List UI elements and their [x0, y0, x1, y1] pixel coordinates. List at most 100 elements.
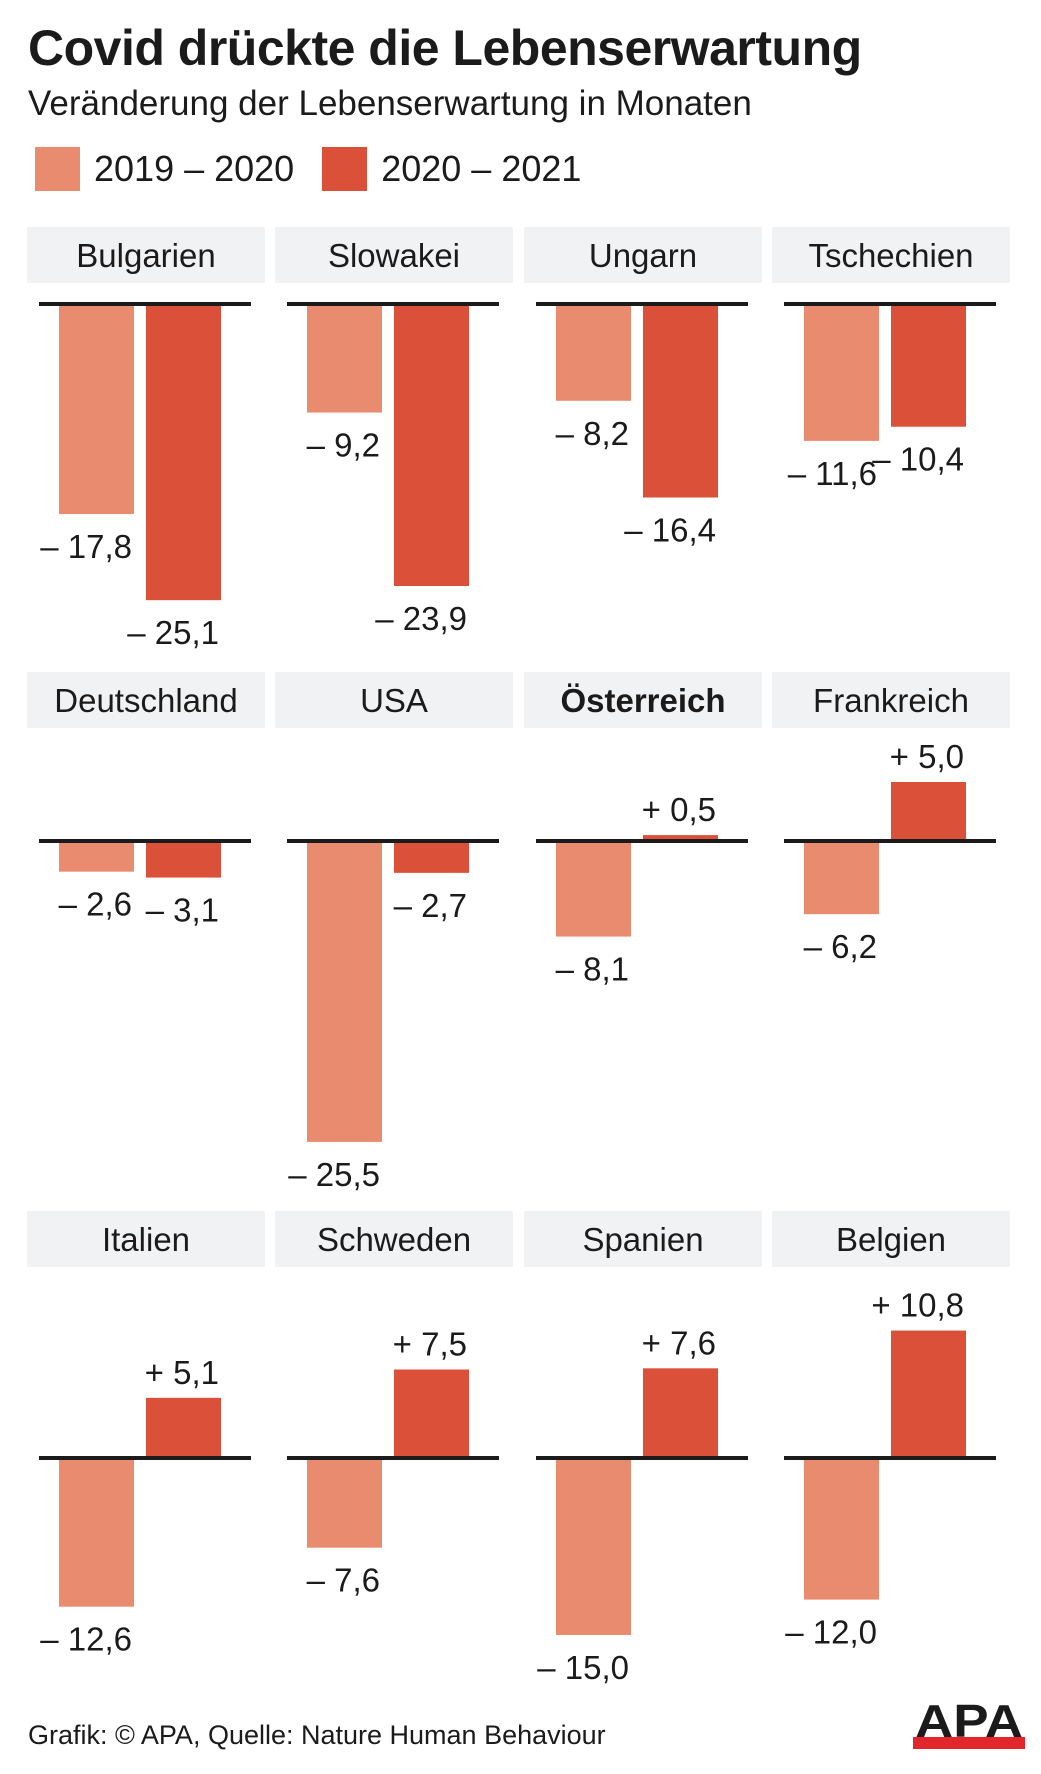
panel-header-bg: [27, 227, 265, 283]
value-label: + 5,1: [145, 1354, 219, 1391]
panel-title: Schweden: [317, 1221, 471, 1258]
panel-tschechien: Tschechien – 11,6– 10,4: [772, 227, 1010, 492]
panel-belgien: Belgien – 12,0 + 10,8: [772, 1211, 1010, 1651]
panel-title: Spanien: [582, 1221, 703, 1258]
panel-header-bg: [275, 227, 513, 283]
bar-2019-2020: [307, 841, 382, 1142]
value-label: – 12,0: [785, 1614, 877, 1651]
bar-2019-2020: [804, 304, 879, 441]
panel-spanien: Spanien – 15,0 + 7,6: [524, 1211, 762, 1686]
panel-header-bg: [524, 227, 762, 283]
bar-2019-2020: [307, 304, 382, 413]
panel-header-bg: [275, 672, 513, 728]
value-label: – 23,9: [375, 600, 467, 637]
legend-label-2019-2020: 2019 – 2020: [94, 148, 295, 189]
bar-2019-2020: [59, 304, 134, 515]
panel-title: USA: [360, 682, 428, 719]
panel-title: Slowakei: [328, 237, 460, 274]
bar-2019-2020: [59, 1458, 134, 1607]
bar-2020-2021: [394, 841, 469, 873]
panel-bulgarien: Bulgarien – 17,8 – 25,1: [27, 227, 265, 651]
panel-header-bg: [772, 1211, 1010, 1267]
panel-header-bg: [27, 672, 265, 728]
panel-frankreich: Frankreich – 6,2 + 5,0: [772, 672, 1010, 965]
bar-2019-2020: [556, 304, 631, 401]
panel-slowakei: Slowakei – 9,2 – 23,9: [275, 227, 513, 637]
zero-axis-line: [784, 1456, 996, 1460]
zero-axis-line: [39, 302, 251, 306]
value-label: + 7,5: [393, 1326, 467, 1363]
bar-2019-2020: [556, 841, 631, 937]
value-label: – 12,6: [40, 1621, 132, 1658]
bar-2019-2020: [804, 841, 879, 915]
value-label: – 25,5: [288, 1156, 380, 1193]
zero-axis-line: [536, 1456, 748, 1460]
value-label: – 25,1: [127, 614, 219, 651]
panel-usa: USA – 25,5 – 2,7: [275, 672, 513, 1193]
bar-2020-2021: [394, 304, 469, 587]
value-label: – 3,1: [146, 892, 219, 929]
panel-title: Frankreich: [813, 682, 969, 719]
bar-2020-2021: [146, 841, 221, 878]
source-credit: Grafik: © APA, Quelle: Nature Human Beha…: [28, 1720, 606, 1750]
zero-axis-line: [784, 302, 996, 306]
bar-2020-2021: [146, 304, 221, 601]
value-label: – 9,2: [307, 427, 380, 464]
value-label: – 7,6: [307, 1562, 380, 1599]
value-label: – 10,4: [872, 441, 964, 478]
panel-title: Deutschland: [54, 682, 237, 719]
bar-2019-2020: [556, 1458, 631, 1635]
zero-axis-line: [287, 1456, 499, 1460]
panel-header-bg: [772, 672, 1010, 728]
zero-axis-line: [536, 839, 748, 843]
bar-2020-2021: [891, 304, 966, 427]
value-label: + 7,6: [642, 1324, 716, 1361]
bar-2020-2021: [643, 1368, 718, 1458]
zero-axis-line: [287, 839, 499, 843]
value-label: + 5,0: [890, 738, 964, 775]
panel-deutschland: Deutschland – 2,6 – 3,1: [27, 672, 265, 929]
zero-axis-line: [784, 839, 996, 843]
zero-axis-line: [39, 839, 251, 843]
value-label: – 11,6: [788, 455, 877, 492]
panel-schweden: Schweden – 7,6 + 7,5: [275, 1211, 513, 1599]
legend-swatch-2019-2020: [35, 147, 80, 191]
bar-2019-2020: [804, 1458, 879, 1600]
bar-2019-2020: [59, 841, 134, 872]
value-label: – 2,7: [394, 887, 467, 924]
bar-2020-2021: [394, 1369, 469, 1458]
value-label: – 16,4: [624, 512, 716, 549]
chart-subtitle: Veränderung der Lebenserwartung in Monat…: [28, 84, 752, 123]
panel-title: Bulgarien: [76, 237, 215, 274]
panel-header-bg: [27, 1211, 265, 1267]
value-label: – 8,2: [556, 415, 629, 452]
value-label: – 2,6: [59, 886, 132, 923]
chart-title: Covid drückte die Lebenserwartung: [28, 20, 862, 76]
bar-2020-2021: [643, 304, 718, 498]
legend-label-2020-2021: 2020 – 2021: [381, 148, 582, 189]
zero-axis-line: [287, 302, 499, 306]
panel-title: Belgien: [836, 1221, 946, 1258]
panel-header-bg: [275, 1211, 513, 1267]
zero-axis-line: [536, 302, 748, 306]
panel-header-bg: [524, 1211, 762, 1267]
apa-logo: APA: [913, 1700, 1025, 1749]
panel-italien: Italien – 12,6 + 5,1: [27, 1211, 265, 1658]
legend: 2019 – 2020 2020 – 2021: [35, 146, 609, 192]
bar-2020-2021: [891, 1330, 966, 1458]
panel-ungarn: Ungarn – 8,2 – 16,4: [524, 227, 762, 549]
legend-item-2019-2020: 2019 – 2020: [35, 147, 294, 191]
bar-2020-2021: [891, 782, 966, 841]
panel-title: Ungarn: [589, 237, 697, 274]
bar-2019-2020: [307, 1458, 382, 1548]
panel-osterreich: Österreich – 8,1 + 0,5: [524, 672, 762, 988]
value-label: – 17,8: [40, 528, 132, 565]
value-label: + 10,8: [871, 1287, 964, 1324]
value-label: – 6,2: [804, 928, 877, 965]
panel-title: Österreich: [560, 682, 725, 719]
value-label: + 0,5: [642, 791, 716, 828]
zero-axis-line: [39, 1456, 251, 1460]
value-label: – 8,1: [556, 951, 629, 988]
panel-header-bg: [524, 672, 762, 728]
panel-header-bg: [772, 227, 1010, 283]
